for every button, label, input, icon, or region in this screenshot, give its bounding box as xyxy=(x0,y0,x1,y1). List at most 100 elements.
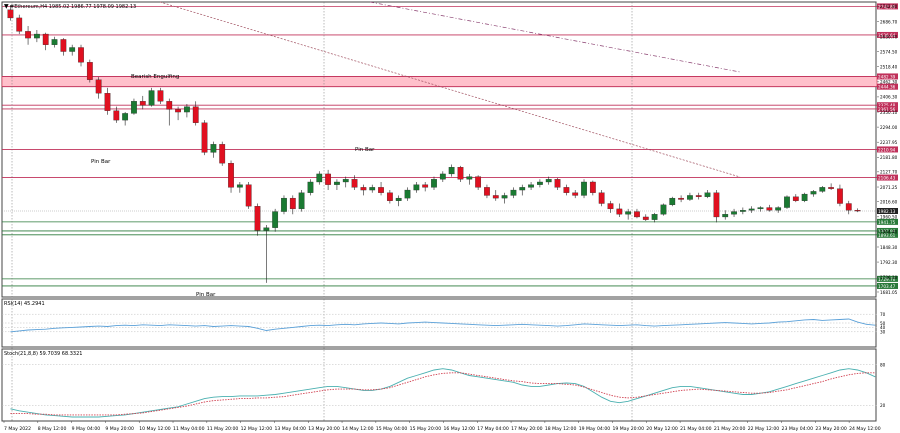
time-tick-label: 21 May 04:00 xyxy=(680,426,712,432)
bull-candle xyxy=(757,207,764,210)
resistance-level-5-label: 2361.56 xyxy=(878,107,896,112)
bull-candle xyxy=(731,211,737,215)
bear-candle xyxy=(854,210,861,212)
support-level-0-label: 1941.75 xyxy=(878,220,896,225)
bear-candle xyxy=(837,188,843,204)
bull-candle xyxy=(784,196,790,208)
bull-candle xyxy=(51,39,58,45)
time-tick-label: 17 May 20:00 xyxy=(511,426,543,432)
bear-candle xyxy=(845,203,852,211)
time-tick-label: 23 May 20:00 xyxy=(815,426,847,432)
time-tick-label: 7 May 2022 xyxy=(4,426,31,432)
price-tick-label: 2406.30 xyxy=(880,95,898,100)
bull-candle xyxy=(307,181,314,193)
bear-candle xyxy=(175,109,181,113)
annotation-pin-bar-1: Pin Bar xyxy=(91,159,111,165)
bear-candle xyxy=(422,184,429,188)
time-tick-label: 23 May 04:00 xyxy=(782,426,814,432)
bull-candle xyxy=(501,195,508,199)
bear-candle xyxy=(86,62,93,80)
bear-candle xyxy=(254,206,261,231)
price-tick-label: 2518.40 xyxy=(880,65,898,70)
bull-candle xyxy=(810,191,817,195)
bear-candle xyxy=(192,106,199,123)
current-price-tag xyxy=(877,208,898,215)
stoch-signal-line xyxy=(10,372,876,416)
bear-candle xyxy=(457,167,464,180)
support-level-1-tag xyxy=(877,227,898,234)
bear-candle xyxy=(589,181,596,193)
time-tick-label: 9 May 20:00 xyxy=(105,426,134,432)
rsi-line xyxy=(10,318,876,333)
candles-layer xyxy=(7,5,861,283)
price-tick-label: 1848.30 xyxy=(880,245,898,250)
bear-candle xyxy=(475,176,482,188)
price-tick-label: 1736.10 xyxy=(880,275,898,280)
stoch-pane-frame xyxy=(1,348,877,422)
price-tick-label: 2127.70 xyxy=(880,170,898,175)
time-tick-label: 15 May 04:00 xyxy=(376,426,408,432)
bull-candle xyxy=(431,179,437,188)
bull-candle xyxy=(651,214,658,220)
bear-candle xyxy=(642,216,649,220)
bear-candle xyxy=(157,90,164,102)
price-tick-label: 2181.80 xyxy=(880,155,898,160)
bull-candle xyxy=(342,179,349,183)
price-tick-label: 2742.80 xyxy=(880,4,898,9)
bull-candle xyxy=(210,144,217,153)
bull-candle xyxy=(466,176,473,180)
bear-candle xyxy=(351,179,358,188)
bull-candle xyxy=(413,184,420,191)
bear-candle xyxy=(16,17,23,32)
support-level-1-label: 1907.96 xyxy=(878,229,896,234)
bull-candle xyxy=(775,207,782,211)
bull-candle xyxy=(739,210,746,212)
price-tick-label: 2237.95 xyxy=(880,140,898,145)
rsi-level-label: 70 xyxy=(880,312,886,317)
bear-candle xyxy=(42,33,49,45)
chart-header-text: #Ethereum,H4 1985.02 1986.77 1978.09 198… xyxy=(10,4,136,10)
price-tick-label: 2294.00 xyxy=(880,125,898,130)
bear-candle xyxy=(95,79,102,94)
bear-candle xyxy=(289,197,296,210)
bear-candle xyxy=(713,192,720,218)
bear-candle xyxy=(325,173,331,185)
time-tick-label: 18 May 12:00 xyxy=(545,426,577,432)
support-level-0-tag xyxy=(877,218,898,225)
support-level-2-tag xyxy=(877,231,898,238)
bear-candle xyxy=(219,144,226,164)
rsi-level-label: 50 xyxy=(880,321,886,326)
bear-candle xyxy=(695,195,702,197)
price-levels-layer xyxy=(2,5,877,287)
bear-candle xyxy=(113,110,120,121)
bull-candle xyxy=(581,181,587,196)
resistance-level-3-label: 2444.36 xyxy=(878,85,896,90)
bull-candle xyxy=(801,193,808,201)
bear-candle xyxy=(166,101,173,110)
resistance-level-5-tag xyxy=(877,105,898,112)
bear-candle xyxy=(245,184,252,207)
time-tick-label: 22 May 12:00 xyxy=(748,426,780,432)
bear-candle xyxy=(386,192,393,201)
bear-candle xyxy=(828,187,834,189)
bull-candle xyxy=(439,173,446,180)
support-level-4-tag xyxy=(877,282,898,289)
bear-candle xyxy=(492,195,499,199)
bull-candle xyxy=(334,181,340,185)
bear-candle xyxy=(484,187,490,196)
bear-candle xyxy=(25,31,31,39)
time-tick-label: 17 May 04:00 xyxy=(477,426,509,432)
support-level-4-label: 1703.47 xyxy=(878,284,896,289)
resistance-level-7-tag xyxy=(877,174,898,181)
rsi-header-text: RSI(14) 45.2941 xyxy=(4,301,45,307)
bull-candle xyxy=(404,189,411,199)
bull-candle xyxy=(148,90,155,106)
time-tick-label: 14 May 12:00 xyxy=(342,426,374,432)
symbol-caret-icon[interactable]: ▼ xyxy=(4,3,9,10)
bull-candle xyxy=(263,227,270,231)
bull-candle xyxy=(298,192,305,210)
bull-candle xyxy=(545,179,552,183)
rsi-level-label: 40 xyxy=(880,325,886,330)
